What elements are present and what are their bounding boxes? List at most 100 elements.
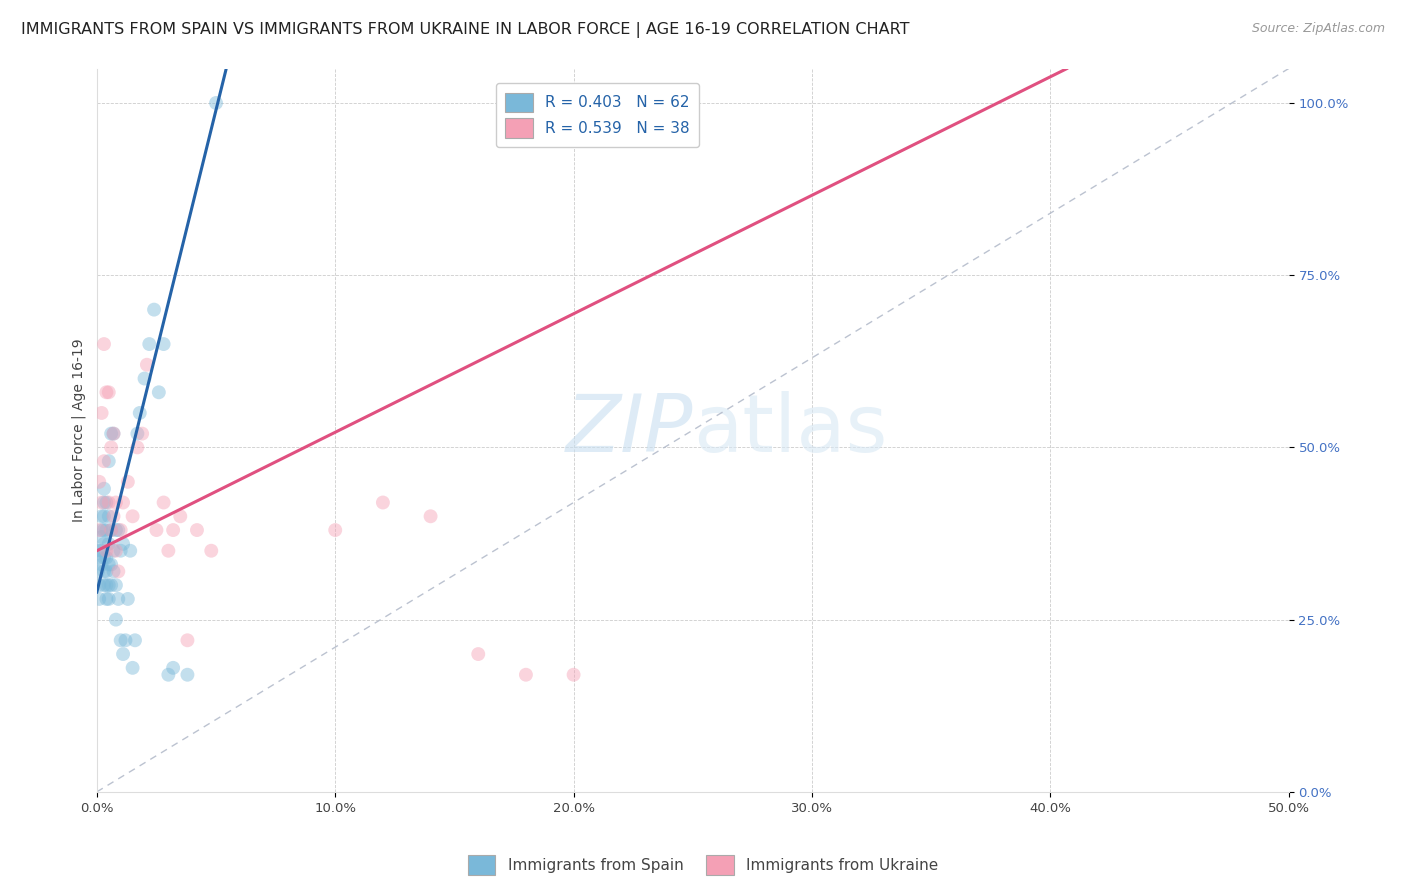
Text: ZIP: ZIP: [565, 392, 693, 469]
Point: [93, 509, 115, 524]
Point: [96, 543, 118, 558]
Point: [93, 454, 115, 468]
Point: [93, 550, 115, 565]
Point: [93, 495, 115, 509]
Point: [96, 565, 118, 579]
Point: [162, 661, 184, 675]
Point: [127, 441, 149, 455]
Point: [93, 578, 115, 592]
Point: [117, 591, 139, 606]
Text: atlas: atlas: [693, 392, 887, 469]
Point: [110, 543, 132, 558]
Point: [121, 661, 143, 675]
Text: IMMIGRANTS FROM SPAIN VS IMMIGRANTS FROM UKRAINE IN LABOR FORCE | AGE 16-19 CORR: IMMIGRANTS FROM SPAIN VS IMMIGRANTS FROM…: [21, 22, 910, 38]
Point: [96, 591, 118, 606]
Legend: R = 0.403   N = 62, R = 0.539   N = 38: R = 0.403 N = 62, R = 0.539 N = 38: [496, 83, 699, 147]
Point: [176, 667, 198, 681]
Point: [90, 406, 112, 420]
Point: [100, 523, 122, 537]
Point: [138, 337, 160, 351]
Point: [107, 591, 129, 606]
Point: [162, 523, 184, 537]
Point: [97, 558, 120, 572]
Point: [131, 426, 153, 441]
Point: [107, 523, 129, 537]
Point: [104, 495, 127, 509]
Point: [124, 633, 146, 648]
Point: [104, 543, 127, 558]
Point: [97, 537, 120, 551]
Point: [104, 523, 127, 537]
Point: [87, 565, 110, 579]
Point: [152, 495, 174, 509]
Point: [562, 667, 585, 681]
Point: [96, 578, 118, 592]
Point: [112, 537, 135, 551]
Point: [89, 475, 111, 489]
Point: [104, 613, 127, 627]
Point: [96, 523, 118, 537]
Point: [112, 647, 135, 661]
Point: [103, 543, 125, 558]
Point: [89, 578, 111, 592]
Point: [200, 543, 222, 558]
Point: [103, 565, 125, 579]
Point: [157, 543, 180, 558]
Point: [127, 426, 149, 441]
Point: [128, 406, 150, 420]
Point: [205, 95, 228, 110]
Point: [90, 543, 112, 558]
Point: [112, 495, 135, 509]
Point: [89, 591, 111, 606]
Point: [176, 633, 198, 648]
Point: [90, 495, 112, 509]
Point: [135, 358, 157, 372]
Point: [134, 371, 156, 385]
Point: [143, 302, 166, 317]
Point: [89, 550, 111, 565]
Point: [97, 454, 120, 468]
Y-axis label: In Labor Force | Age 16-19: In Labor Force | Age 16-19: [72, 338, 86, 522]
Point: [93, 565, 115, 579]
Point: [100, 426, 122, 441]
Point: [89, 543, 111, 558]
Point: [90, 509, 112, 524]
Point: [97, 578, 120, 592]
Point: [97, 385, 120, 400]
Point: [186, 523, 208, 537]
Point: [145, 523, 167, 537]
Point: [97, 509, 120, 524]
Point: [90, 558, 112, 572]
Point: [110, 523, 132, 537]
Point: [103, 509, 125, 524]
Point: [117, 475, 139, 489]
Point: [93, 523, 115, 537]
Point: [467, 647, 489, 661]
Point: [97, 495, 120, 509]
Point: [93, 482, 115, 496]
Legend: Immigrants from Spain, Immigrants from Ukraine: Immigrants from Spain, Immigrants from U…: [461, 849, 945, 880]
Point: [152, 337, 174, 351]
Point: [157, 667, 180, 681]
Point: [104, 578, 127, 592]
Point: [90, 523, 112, 537]
Point: [100, 558, 122, 572]
Point: [93, 537, 115, 551]
Point: [114, 633, 136, 648]
Point: [96, 495, 118, 509]
Point: [100, 578, 122, 592]
Point: [97, 591, 120, 606]
Point: [89, 523, 111, 537]
Point: [103, 426, 125, 441]
Point: [107, 565, 129, 579]
Point: [90, 530, 112, 544]
Text: Source: ZipAtlas.com: Source: ZipAtlas.com: [1251, 22, 1385, 36]
Point: [100, 523, 122, 537]
Point: [100, 441, 122, 455]
Point: [169, 509, 191, 524]
Point: [120, 543, 142, 558]
Point: [121, 509, 143, 524]
Point: [323, 523, 346, 537]
Point: [96, 550, 118, 565]
Point: [148, 385, 170, 400]
